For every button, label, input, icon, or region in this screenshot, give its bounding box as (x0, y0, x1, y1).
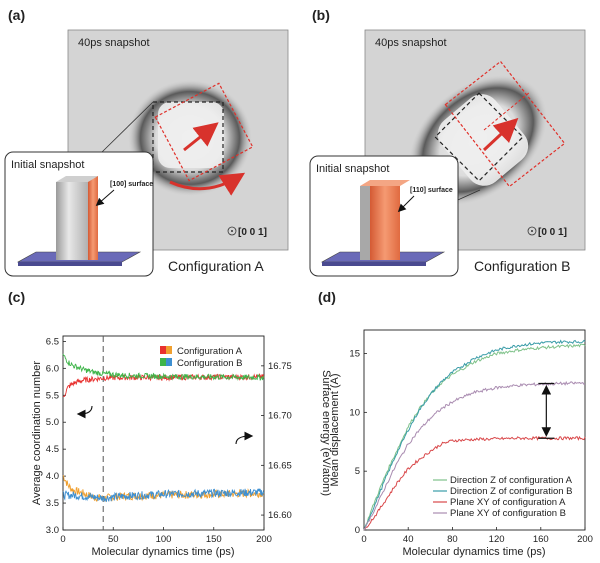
initial-outline-b (434, 92, 524, 182)
direction-icon-b (527, 226, 537, 236)
x-tick-label-d: 200 (577, 534, 593, 545)
rotated-outline-b (444, 60, 566, 188)
y-tick-label-c: 6.0 (46, 363, 59, 374)
legend-item-d: Plane XY of configuration A (450, 497, 566, 508)
y-tick-label-d: 0 (355, 525, 360, 536)
ylabel-c: Average coordination number (31, 361, 43, 505)
x-tick-label-c: 150 (206, 534, 222, 545)
difference-marker-d (538, 382, 555, 439)
x-tick-label-d: 160 (533, 534, 549, 545)
y-tick-label-c: 4.5 (46, 444, 59, 455)
shift-arrow-a (183, 122, 219, 152)
panel-label-c: (c) (8, 289, 25, 305)
xlabel-d: Molecular dynamics time (ps) (402, 546, 545, 558)
chart-d: Mean displacement (A) Molecular dynamics… (329, 329, 593, 558)
x-tick-label-c: 100 (156, 534, 172, 545)
surface-label-a: [100] surface (110, 181, 153, 188)
y-tick-label-d: 15 (349, 349, 360, 360)
x-tick-label-d: 0 (361, 534, 366, 545)
series-line-d-1 (363, 339, 586, 531)
legend-d: Direction Z of configuration ADirection … (433, 475, 573, 519)
xlabel-c: Molecular dynamics time (ps) (91, 546, 234, 558)
panel-label-d: (d) (318, 289, 336, 305)
series-line-c-3 (62, 488, 265, 502)
snapshot-title-a: 40ps snapshot (78, 37, 150, 49)
y2label-c: Surface energy (eV/atom) (320, 370, 332, 496)
ylabel-d: Mean displacement (A) (329, 373, 341, 486)
rotated-outline-a (154, 82, 254, 182)
y-tick-label-c: 6.5 (46, 336, 59, 347)
panel-label-b: (b) (312, 7, 330, 23)
series-line-d-0 (363, 343, 586, 531)
series-line-d-3 (363, 380, 586, 531)
inset-b: Initial snapshot [110] surface (309, 155, 459, 277)
surface-label-b: [110] surface (410, 187, 453, 194)
legend-item-d: Direction Z of configuration B (450, 486, 573, 497)
panel-label-a: (a) (8, 7, 25, 23)
y-tick-label-d: 5 (355, 466, 360, 477)
y-tick-label-c: 5.0 (46, 417, 59, 428)
inset-title-a: Initial snapshot (11, 159, 84, 171)
y-tick-label-d: 10 (349, 407, 360, 418)
snapshot-title-b: 40ps snapshot (375, 37, 447, 49)
left-axis-arrow-c (76, 405, 93, 419)
chart-c: Average coordination number Surface ener… (31, 335, 332, 558)
x-tick-label-d: 80 (447, 534, 458, 545)
legend-c: Configuration A Configuration B (160, 346, 243, 369)
y2-tick-label-c: 16.70 (268, 411, 292, 422)
x-tick-label-c: 0 (60, 534, 65, 545)
legend-item-d: Plane XY of configuration B (450, 508, 566, 519)
caption-a: Configuration A (168, 258, 264, 274)
y-tick-label-c: 3.0 (46, 525, 59, 536)
legend-item-b: Configuration B (177, 358, 242, 369)
x-tick-label-d: 40 (403, 534, 414, 545)
legend-item-d: Direction Z of configuration A (450, 475, 573, 486)
inset-title-b: Initial snapshot (316, 163, 389, 175)
y-tick-label-c: 3.5 (46, 498, 59, 509)
series-line-c-2 (62, 353, 265, 381)
initial-outline-a (152, 101, 224, 173)
y-tick-label-c: 4.0 (46, 471, 59, 482)
direction-icon-a (227, 226, 237, 236)
caption-b: Configuration B (474, 258, 571, 274)
x-tick-label-c: 200 (256, 534, 272, 545)
inset-a: Initial snapshot [100] surface (4, 151, 154, 277)
y2-tick-label-c: 16.75 (268, 361, 292, 372)
legend-item-a: Configuration A (177, 346, 243, 357)
x-tick-label-d: 120 (489, 534, 505, 545)
y2-tick-label-c: 16.65 (268, 460, 292, 471)
direction-label-b: [0 0 1] (538, 227, 567, 238)
direction-label-a: [0 0 1] (238, 227, 267, 238)
rotation-arrow-a (169, 172, 246, 196)
y-tick-label-c: 5.5 (46, 390, 59, 401)
x-tick-label-c: 50 (108, 534, 119, 545)
y2-tick-label-c: 16.60 (268, 510, 292, 521)
shift-arrow-b (482, 117, 519, 152)
right-axis-arrow-c (235, 431, 254, 445)
